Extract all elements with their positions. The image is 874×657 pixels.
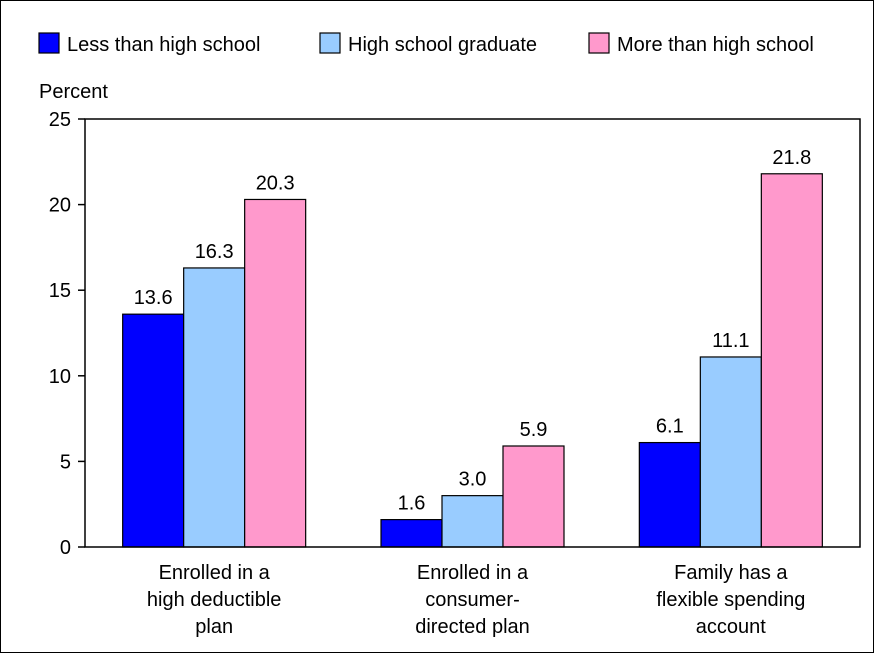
bar xyxy=(183,267,246,548)
x-tick-label-line: Enrolled in a xyxy=(417,562,529,584)
x-axis: Enrolled in a high deductible planEnrolled… xyxy=(147,562,805,638)
plot-area xyxy=(84,118,861,548)
bar xyxy=(502,445,565,548)
y-tick-label: 25 xyxy=(49,109,71,131)
bar-value-label: 16.3 xyxy=(195,241,234,263)
value-labels: 13.6 16.3 20.3 1.6 3.0 5.9 6.1 11.1 21.8 xyxy=(134,147,812,515)
y-tick-label: 10 xyxy=(49,366,71,388)
bars xyxy=(122,173,823,548)
bar-value-label: 5.9 xyxy=(520,419,548,441)
x-tick-label-line: Family has a xyxy=(674,562,788,584)
legend-swatch xyxy=(38,32,60,54)
bar xyxy=(380,519,443,548)
x-tick-label-line: Enrolled in a xyxy=(159,562,271,584)
x-tick-label-line: consumer- xyxy=(425,589,519,611)
legend-label: More than high school xyxy=(617,34,814,56)
bar xyxy=(699,356,762,548)
legend: Less than high school High school graduat… xyxy=(38,32,814,56)
y-tick-label: 5 xyxy=(60,451,71,473)
legend-swatch xyxy=(319,32,341,54)
bar xyxy=(122,313,185,548)
legend-swatch xyxy=(588,32,610,54)
x-tick-label-line: flexible spending xyxy=(656,589,805,611)
y-axis: 0 5 10 15 20 25 xyxy=(49,109,85,559)
x-tick-label-line: plan xyxy=(195,616,233,638)
x-tick-label-line: account xyxy=(696,616,766,638)
bar-value-label: 21.8 xyxy=(772,147,811,169)
y-tick-label: 0 xyxy=(60,537,71,559)
bar xyxy=(760,173,823,548)
legend-label: Less than high school xyxy=(67,34,260,56)
bar-value-label: 6.1 xyxy=(656,416,684,438)
bar-value-label: 20.3 xyxy=(256,172,295,194)
bar-value-label: 13.6 xyxy=(134,287,173,309)
bar xyxy=(638,441,701,548)
x-tick-label: Family has a flexible spending account xyxy=(656,562,805,638)
bar-value-label: 3.0 xyxy=(459,469,487,491)
legend-label: High school graduate xyxy=(348,34,537,56)
bar xyxy=(441,495,504,548)
bar-value-label: 11.1 xyxy=(712,330,749,352)
x-tick-label-line: high deductible xyxy=(147,589,282,611)
x-tick-label: Enrolled in a high deductible plan xyxy=(147,562,282,638)
y-tick-label: 20 xyxy=(49,195,71,217)
x-tick-label: Enrolled in a consumer-directed plan xyxy=(415,562,530,638)
y-axis-label: Percent xyxy=(39,81,108,103)
x-tick-label-line: directed plan xyxy=(415,616,530,638)
bar-value-label: 1.6 xyxy=(398,493,426,515)
y-tick-label: 15 xyxy=(49,280,71,302)
bar xyxy=(244,198,307,548)
